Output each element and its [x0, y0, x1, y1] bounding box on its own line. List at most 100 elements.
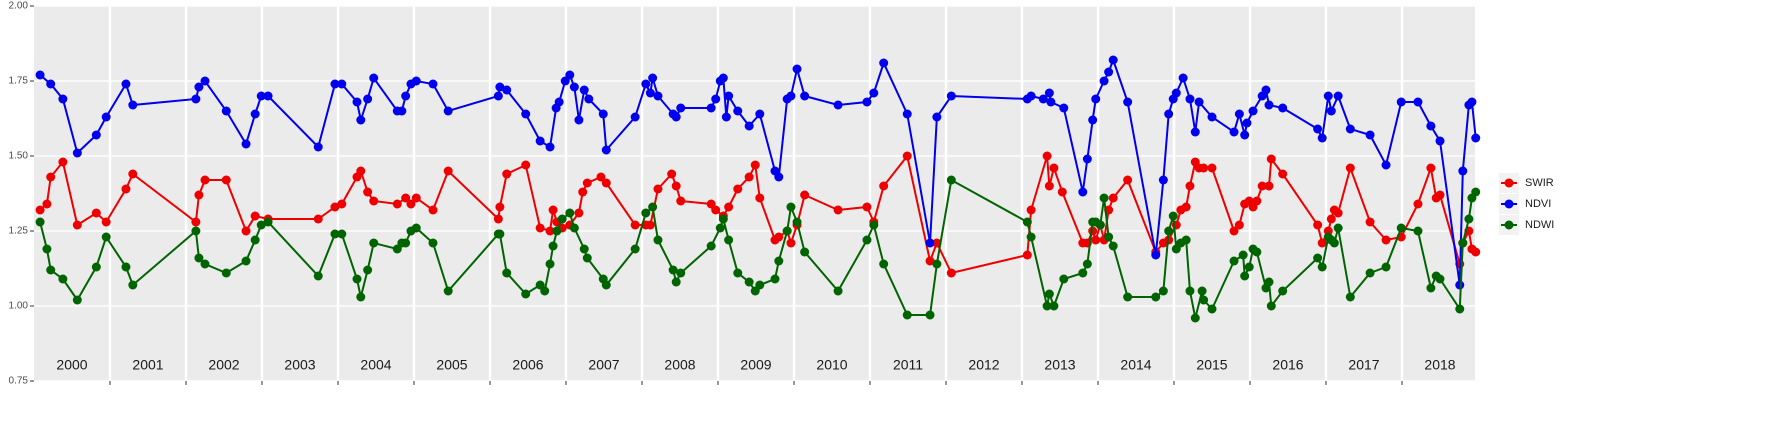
data-point [101, 112, 111, 122]
data-point [545, 142, 555, 152]
data-point [833, 286, 843, 296]
data-point [946, 175, 956, 185]
data-point [721, 112, 731, 122]
data-point [800, 190, 810, 200]
data-point [879, 58, 889, 68]
data-point [902, 109, 912, 119]
data-point [724, 91, 734, 101]
data-point [833, 100, 843, 110]
y-tick-label: 1.50 [9, 151, 29, 162]
data-point [428, 205, 438, 215]
data-point [502, 85, 512, 95]
data-point [91, 208, 101, 218]
data-point [493, 214, 503, 224]
data-point [774, 256, 784, 266]
data-point [221, 175, 231, 185]
data-point [1396, 97, 1406, 107]
data-point [401, 193, 411, 203]
data-point [786, 202, 796, 212]
data-point [495, 82, 505, 92]
data-point [1181, 202, 1191, 212]
data-point [1381, 160, 1391, 170]
data-point [1059, 103, 1069, 113]
legend-dot [1504, 220, 1514, 230]
data-point [1471, 133, 1481, 143]
data-point [406, 199, 416, 209]
data-point [1381, 235, 1391, 245]
data-point [221, 268, 231, 278]
data-point [1104, 232, 1114, 242]
data-point [1190, 127, 1200, 137]
data-point [121, 184, 131, 194]
data-point [337, 199, 347, 209]
data-point [641, 79, 651, 89]
data-point [925, 256, 935, 266]
data-point [733, 184, 743, 194]
data-point [1095, 220, 1105, 230]
data-point [879, 181, 889, 191]
data-point [401, 238, 411, 248]
data-point [42, 244, 52, 254]
data-point [401, 91, 411, 101]
data-point [1413, 97, 1423, 107]
data-point [833, 205, 843, 215]
data-point [574, 208, 584, 218]
data-point [1078, 187, 1088, 197]
data-point [263, 217, 273, 227]
data-point [1317, 133, 1327, 143]
data-point [800, 91, 810, 101]
data-point [774, 232, 784, 242]
data-point [579, 85, 589, 95]
x-tick-label: 2007 [588, 357, 619, 373]
data-point [1046, 97, 1056, 107]
data-point [535, 136, 545, 146]
data-point [1199, 295, 1209, 305]
data-point [337, 229, 347, 239]
data-point [1185, 181, 1195, 191]
data-point [724, 235, 734, 245]
data-point [330, 202, 340, 212]
legend-label: SWIR [1525, 177, 1554, 189]
data-point [1026, 232, 1036, 242]
plot-background [34, 6, 1475, 381]
data-point [552, 226, 562, 236]
data-point [1123, 97, 1133, 107]
data-point [1042, 301, 1052, 311]
data-point [363, 265, 373, 275]
data-point [1326, 214, 1336, 224]
data-point [1164, 109, 1174, 119]
data-point [250, 109, 260, 119]
data-point [946, 91, 956, 101]
data-point [1104, 67, 1114, 77]
data-point [630, 112, 640, 122]
data-point [1435, 274, 1445, 284]
data-point [902, 310, 912, 320]
data-point [521, 109, 531, 119]
data-point [786, 238, 796, 248]
data-point [443, 106, 453, 116]
data-point [744, 121, 754, 131]
data-point [521, 289, 531, 299]
data-point [1413, 226, 1423, 236]
data-point [352, 274, 362, 284]
legend-label: NDWI [1525, 219, 1554, 231]
data-point [1381, 262, 1391, 272]
data-point [792, 217, 802, 227]
data-point [1242, 118, 1252, 128]
data-point [671, 277, 681, 287]
x-tick-label: 2006 [512, 357, 543, 373]
data-point [1197, 286, 1207, 296]
data-point [128, 280, 138, 290]
data-point [601, 145, 611, 155]
data-point [1266, 301, 1276, 311]
data-point [1244, 262, 1254, 272]
data-point [902, 151, 912, 161]
data-point [221, 106, 231, 116]
data-point [641, 208, 651, 218]
data-point [356, 166, 366, 176]
data-point [932, 112, 942, 122]
data-point [46, 172, 56, 182]
data-point [548, 241, 558, 251]
data-point [256, 91, 266, 101]
data-point [574, 115, 584, 125]
